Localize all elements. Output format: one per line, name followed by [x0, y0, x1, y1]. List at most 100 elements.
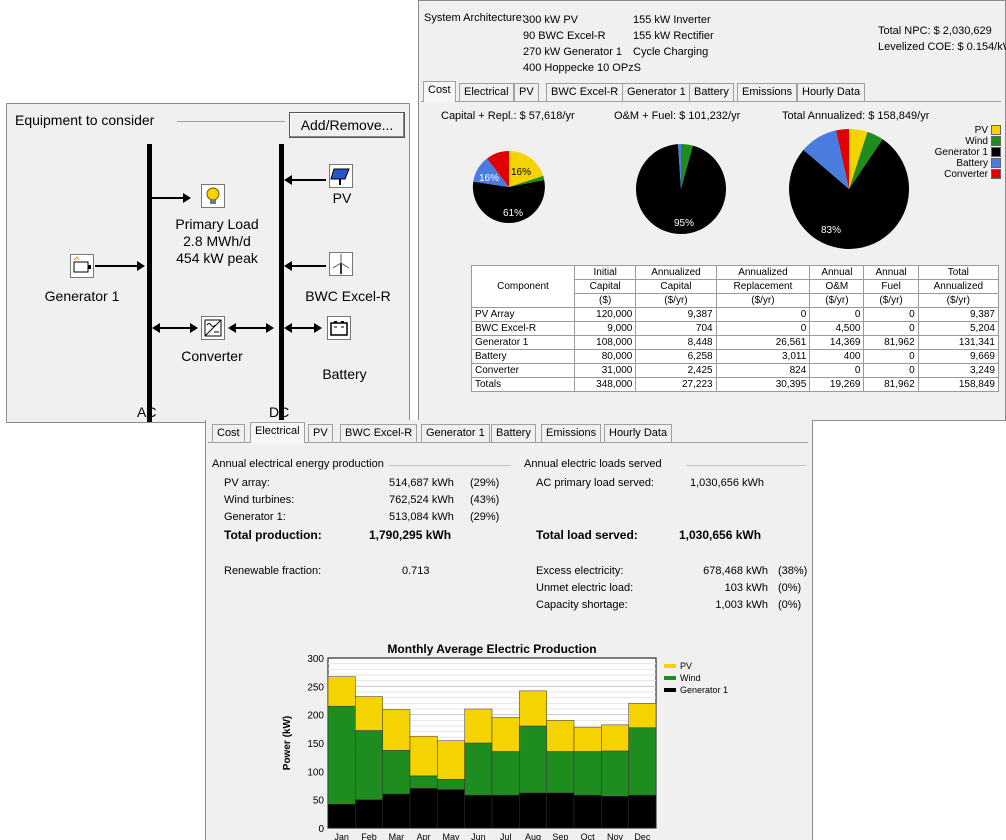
tab-emissions[interactable]: Emissions: [737, 83, 798, 101]
cost-table-row: BWC Excel-R 9,000 704 0 4,500 0 5,204: [471, 321, 1000, 336]
cost-table-header-cell: Annual: [863, 265, 919, 280]
tab-emissions[interactable]: Emissions: [541, 424, 602, 442]
legend-label: Generator 1: [680, 685, 728, 695]
battery-icon[interactable]: [327, 316, 351, 340]
equipment-panel: Equipment to consider Add/Remove... AC D…: [6, 103, 410, 423]
tab-battery[interactable]: Battery: [689, 83, 734, 101]
cost-table-cell: 9,000: [573, 321, 637, 336]
generator-icon[interactable]: [70, 254, 94, 278]
bar-pv: [491, 717, 520, 752]
cost-window-tabs: Cost Electrical PV BWC Excel-R Generator…: [421, 81, 1001, 102]
bar-pv: [382, 709, 411, 751]
cost-table-cell: 19,269: [809, 377, 865, 392]
cost-table-cell: 0: [863, 363, 919, 378]
cost-table-cell: 0: [809, 363, 865, 378]
bar-wind: [327, 705, 356, 805]
cost-table-cell: 4,500: [809, 321, 865, 336]
cost-table-cell: 31,000: [573, 363, 637, 378]
monthly-production-chart: Monthly Average Electric Production 0 50 10…: [282, 642, 728, 840]
tab-battery[interactable]: Battery: [491, 424, 536, 442]
tab-bwc-excel-r[interactable]: BWC Excel-R: [340, 424, 418, 442]
wind-turbine-icon[interactable]: [329, 252, 353, 276]
x-tick-label: May: [442, 832, 460, 840]
tab-generator-1[interactable]: Generator 1: [622, 83, 691, 101]
tab-electrical[interactable]: Electrical: [250, 422, 305, 443]
x-tick-label: Nov: [607, 832, 624, 840]
cost-table-header-cell: O&M: [809, 279, 865, 294]
production-pv-label: PV array:: [224, 477, 270, 489]
pie-slice-wind: [681, 144, 693, 189]
cost-legend-swatch: [991, 147, 1001, 158]
converter-icon[interactable]: [201, 316, 225, 340]
tab-generator-1[interactable]: Generator 1: [421, 424, 490, 442]
bar-generator-1: [519, 792, 547, 829]
cost-table-component: Generator 1: [471, 335, 575, 350]
cost-table-component: PV Array: [471, 307, 575, 322]
tab-cost[interactable]: Cost: [212, 424, 245, 442]
cost-legend-swatch: [991, 169, 1001, 180]
cost-table-component: Totals: [471, 377, 575, 392]
architecture-converter-strategy: 155 kW Inverter 155 kW Rectifier Cycle C…: [633, 14, 714, 58]
cost-pies: [472, 128, 910, 249]
production-generator-value: 513,084 kWh: [389, 511, 454, 523]
tab-hourly-data[interactable]: Hourly Data: [797, 83, 866, 101]
bar-pv: [546, 720, 575, 752]
cost-table-cell: 131,341: [917, 335, 1000, 350]
cost-table-cell: 108,000: [573, 335, 637, 350]
bar-generator-1: [327, 803, 356, 829]
primary-load-label: Primary Load 2.8 MWh/d 454 kW peak: [175, 216, 259, 266]
cost-table-row: PV Array 120,000 9,387 0 0 0 9,387: [471, 307, 1000, 322]
bar-generator-1: [409, 788, 438, 829]
add-remove-button[interactable]: Add/Remove...: [289, 112, 405, 138]
cost-table-component: BWC Excel-R: [471, 321, 575, 336]
tab-pv[interactable]: PV: [514, 83, 539, 101]
cost-table-component: Battery: [471, 349, 575, 364]
pie-capital-label-pv: 16%: [511, 167, 532, 178]
bar-wind: [491, 751, 520, 796]
x-tick-label: Sep: [552, 832, 568, 840]
pie-slice-wind: [509, 175, 545, 187]
tab-cost[interactable]: Cost: [423, 81, 456, 102]
solar-panel-icon[interactable]: [329, 164, 353, 188]
cost-table-header-cell: Capital: [573, 279, 637, 294]
cost-legend-swatch: [991, 125, 1001, 136]
bulb-icon[interactable]: [201, 184, 225, 208]
tab-pv[interactable]: PV: [308, 424, 333, 442]
unmet-load-label: Unmet electric load:: [536, 582, 634, 594]
ac-load-value: 1,030,656 kWh: [690, 477, 764, 489]
cost-table-cell: 400: [809, 349, 865, 364]
excess-electricity-label: Excess electricity:: [536, 565, 624, 577]
total-load-label: Total load served:: [536, 528, 638, 542]
bar-generator-1: [628, 794, 657, 829]
total-production-label: Total production:: [224, 528, 322, 542]
production-wind-pct: (43%): [470, 494, 500, 506]
cost-table-header-cell: Capital: [635, 279, 717, 294]
renewable-fraction-label: Renewable fraction:: [224, 565, 322, 577]
bar-wind: [546, 751, 575, 794]
cost-legend-label: Wind: [965, 136, 988, 147]
cost-table-row: Generator 1 108,000 8,448 26,561 14,369 81,96…: [471, 335, 1000, 350]
bar-wind: [601, 750, 629, 797]
bar-pv: [519, 690, 547, 727]
bar-generator-1: [601, 796, 629, 829]
cost-table-cell: 5,204: [917, 321, 1000, 336]
cost-table-cell: 0: [809, 307, 865, 322]
legend-label: PV: [680, 661, 692, 671]
ac-bus: [147, 144, 152, 422]
capacity-shortage-value: 1,003 kWh: [715, 599, 768, 611]
cost-table-header-row: Component Initial Annualized Annualized Annu…: [471, 265, 1000, 308]
bar-generator-1: [382, 793, 411, 829]
tab-hourly-data[interactable]: Hourly Data: [604, 424, 673, 442]
bar-generator-1: [437, 789, 465, 829]
architecture-label: System Architecture:: [424, 12, 525, 24]
tab-bwc-excel-r[interactable]: BWC Excel-R: [546, 83, 624, 101]
cost-table-header-cell: Annualized: [917, 279, 1000, 294]
tab-electrical[interactable]: Electrical: [459, 83, 514, 101]
bar-pv: [464, 708, 493, 744]
production-generator-pct: (29%): [470, 511, 500, 523]
cost-table-cell: 0: [863, 321, 919, 336]
bar-pv: [327, 676, 356, 707]
bar-pv: [573, 726, 602, 752]
ac-label: AC: [137, 404, 157, 420]
bar-wind: [355, 730, 383, 800]
